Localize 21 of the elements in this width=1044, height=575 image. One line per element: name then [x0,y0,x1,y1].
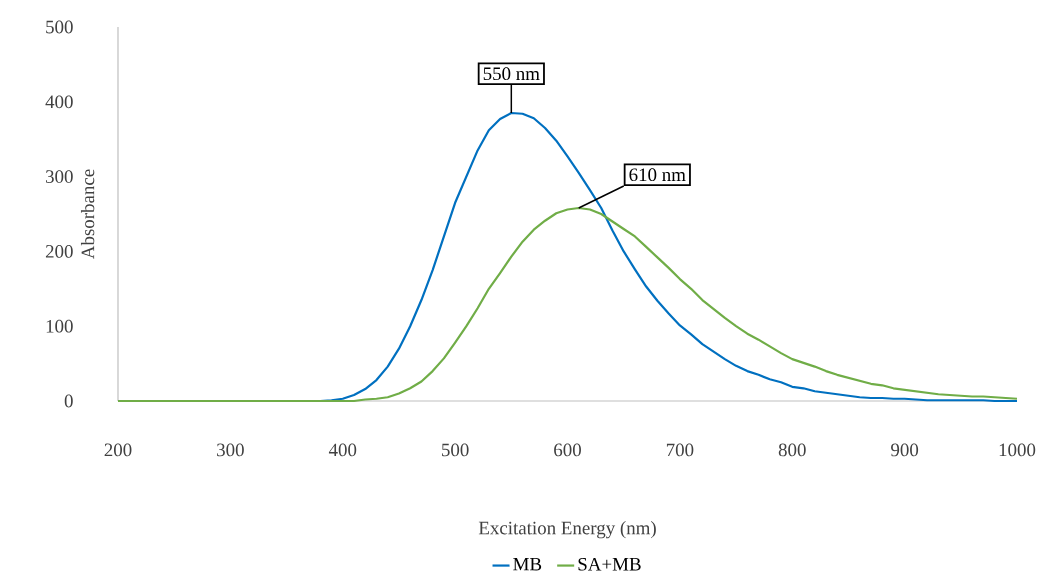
x-tick-label: 200 [104,443,132,457]
annotation: 610 nm [629,168,686,182]
y-tick-label: 400 [45,95,73,109]
x-tick-label: 800 [778,443,806,457]
y-tick-label: 300 [46,170,73,183]
y-tick-label: 0 [64,394,73,408]
legend-label: SA+MB [578,557,641,571]
annotation: 550 nm [483,67,540,81]
x-tick-label: 500 [442,443,469,457]
y-axis-title: Absorbance [80,169,95,260]
legend-label: MB [513,557,542,571]
x-axis-title: Excitation Energy (nm) [478,521,656,539]
x-tick-label: 900 [891,443,919,457]
y-tick-label: 100 [46,319,73,333]
x-tick-label: 300 [217,443,244,457]
x-tick-label: 1000 [999,443,1036,457]
y-tick-label: 500 [46,20,73,34]
x-tick-label: 700 [666,443,694,457]
x-tick-label: 400 [328,443,357,457]
x-tick-label: 600 [554,443,581,457]
y-tick-label: 200 [45,245,73,258]
